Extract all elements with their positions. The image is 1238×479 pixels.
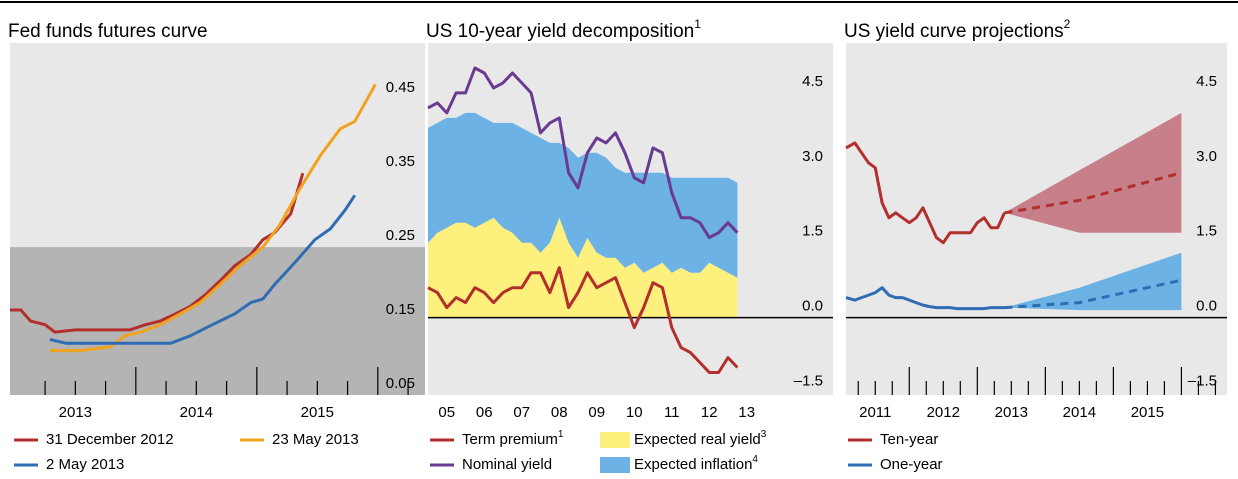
legend-label: One-year: [880, 456, 943, 473]
y-tick-label: 0.05: [386, 375, 415, 392]
line: [10, 172, 305, 334]
legend-swatch: [600, 457, 630, 473]
x-tick-label: 2013: [59, 404, 92, 421]
legend-text: 23 May 2013: [272, 431, 359, 448]
panel-title: US 10-year yield decomposition1: [426, 17, 701, 42]
y-tick-label: 0.0: [802, 298, 823, 315]
title-note: 1: [694, 17, 701, 31]
title-note: 2: [1064, 17, 1071, 31]
legend-label: Term premium1: [462, 429, 564, 448]
y-tick-label: 4.5: [802, 73, 823, 90]
x-tick-label: 2015: [301, 404, 334, 421]
x-tick-label: 2013: [995, 404, 1028, 421]
legend-label: Nominal yield: [462, 456, 552, 473]
legend-text: Ten-year: [880, 431, 938, 448]
x-tick-label: 07: [513, 404, 530, 421]
x-tick-label: 08: [551, 404, 568, 421]
legend-text: One-year: [880, 456, 943, 473]
legend-label: Expected inflation4: [634, 454, 758, 473]
legend-text: Expected real yield: [634, 431, 761, 448]
panel-title: US yield curve projections2: [844, 17, 1071, 42]
x-tick-label: 2012: [927, 404, 960, 421]
x-tick-label: 13: [738, 404, 755, 421]
x-tick-label: 2014: [180, 404, 213, 421]
y-tick-label: 3.0: [1196, 148, 1217, 165]
legend-text: Nominal yield: [462, 456, 552, 473]
area: [428, 112, 738, 278]
y-tick-label: –1.5: [794, 372, 823, 389]
legend-text: 2 May 2013: [46, 456, 124, 473]
legend-note: 4: [752, 454, 758, 465]
y-tick-label: 3.0: [802, 148, 823, 165]
projection-band: [1004, 112, 1182, 233]
panel: US 10-year yield decomposition1–1.50.01.…: [426, 17, 833, 473]
line: [427, 266, 739, 374]
x-tick-label: 2014: [1063, 404, 1096, 421]
legend-swatch: [600, 432, 630, 448]
panel: US yield curve projections2 –1.5 0.0 1.5 3.0…: [844, 17, 1227, 473]
y-tick-label: 0.25: [386, 227, 415, 244]
line: [845, 286, 1005, 311]
legend-text: Expected inflation: [634, 456, 752, 473]
x-tick-label: 09: [588, 404, 605, 421]
y-tick-label: 0.35: [386, 153, 415, 170]
y-tick-label: 1.5: [1196, 223, 1217, 240]
line: [427, 66, 739, 240]
legend-label: Ten-year: [880, 431, 938, 448]
x-tick-label: 2015: [1131, 404, 1164, 421]
panel: Fed funds futures curve 0.05 0.15 0.25 0.35 0…: [8, 21, 425, 473]
y-tick-label: –1.5: [1188, 372, 1217, 389]
x-tick-label: 06: [476, 404, 493, 421]
line: [49, 194, 357, 345]
title-text: US yield curve projections: [844, 21, 1064, 42]
legend-label: 23 May 2013: [272, 431, 359, 448]
legend-label: 2 May 2013: [46, 456, 124, 473]
legend-note: 3: [761, 429, 767, 440]
y-tick-label: 0.0: [1196, 298, 1217, 315]
title-text: US 10-year yield decomposition: [426, 21, 694, 42]
y-tick-label: 0.15: [386, 301, 415, 318]
x-tick-label: 11: [664, 404, 680, 421]
y-tick-label: 4.5: [1196, 73, 1217, 90]
legend-text: 31 December 2012: [46, 431, 174, 448]
panel-title: Fed funds futures curve: [8, 21, 208, 42]
title-text: Fed funds futures curve: [8, 21, 208, 42]
legend-text: Term premium: [462, 431, 558, 448]
projection-line: [1004, 278, 1182, 310]
y-tick-label: 0.45: [386, 79, 415, 96]
x-tick-label: 2011: [859, 404, 891, 421]
x-tick-label: 12: [701, 404, 718, 421]
x-tick-label: 05: [438, 404, 455, 421]
legend-label: Expected real yield3: [634, 429, 767, 448]
projection-line: [1004, 171, 1182, 215]
line: [845, 141, 1006, 245]
x-tick-label: 10: [626, 404, 643, 421]
legend-note: 1: [558, 429, 564, 440]
line: [49, 83, 377, 353]
projection-band: [1004, 252, 1182, 311]
y-tick-label: 1.5: [802, 223, 823, 240]
legend-label: 31 December 2012: [46, 431, 174, 448]
